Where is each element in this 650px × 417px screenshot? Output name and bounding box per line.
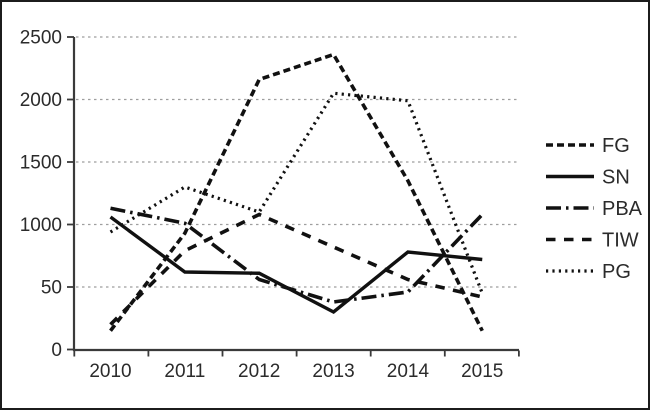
x-axis-label-2012: 2012 — [238, 361, 280, 382]
series-line-TIW — [109, 212, 483, 326]
legend-label-PG: PG — [602, 261, 631, 283]
series-line-FG — [109, 52, 484, 332]
axes — [72, 37, 519, 352]
legend-label-PBA: PBA — [602, 198, 643, 220]
y-axis-label: 1500 — [20, 153, 62, 174]
series-line-SN — [109, 215, 483, 315]
y-axis-label: 2000 — [20, 90, 62, 111]
series-line-PG — [109, 91, 484, 294]
x-axis-label-2015: 2015 — [461, 361, 503, 382]
legend-label-SN: SN — [602, 167, 630, 189]
x-axis-label-2014: 2014 — [387, 361, 430, 382]
y-axis-label: 0 — [51, 340, 62, 361]
y-axis-label: 50 — [41, 278, 62, 299]
x-axis-label-2013: 2013 — [312, 361, 354, 382]
y-axis-label: 2500 — [20, 28, 62, 49]
legend-label-TIW: TIW — [602, 230, 639, 252]
y-axis-label: 1000 — [20, 215, 62, 236]
series-line-PBA — [110, 206, 484, 304]
x-axis-label-2011: 2011 — [164, 361, 205, 382]
x-axis-label-2010: 2010 — [89, 361, 131, 382]
legend-label-FG: FG — [602, 135, 630, 157]
